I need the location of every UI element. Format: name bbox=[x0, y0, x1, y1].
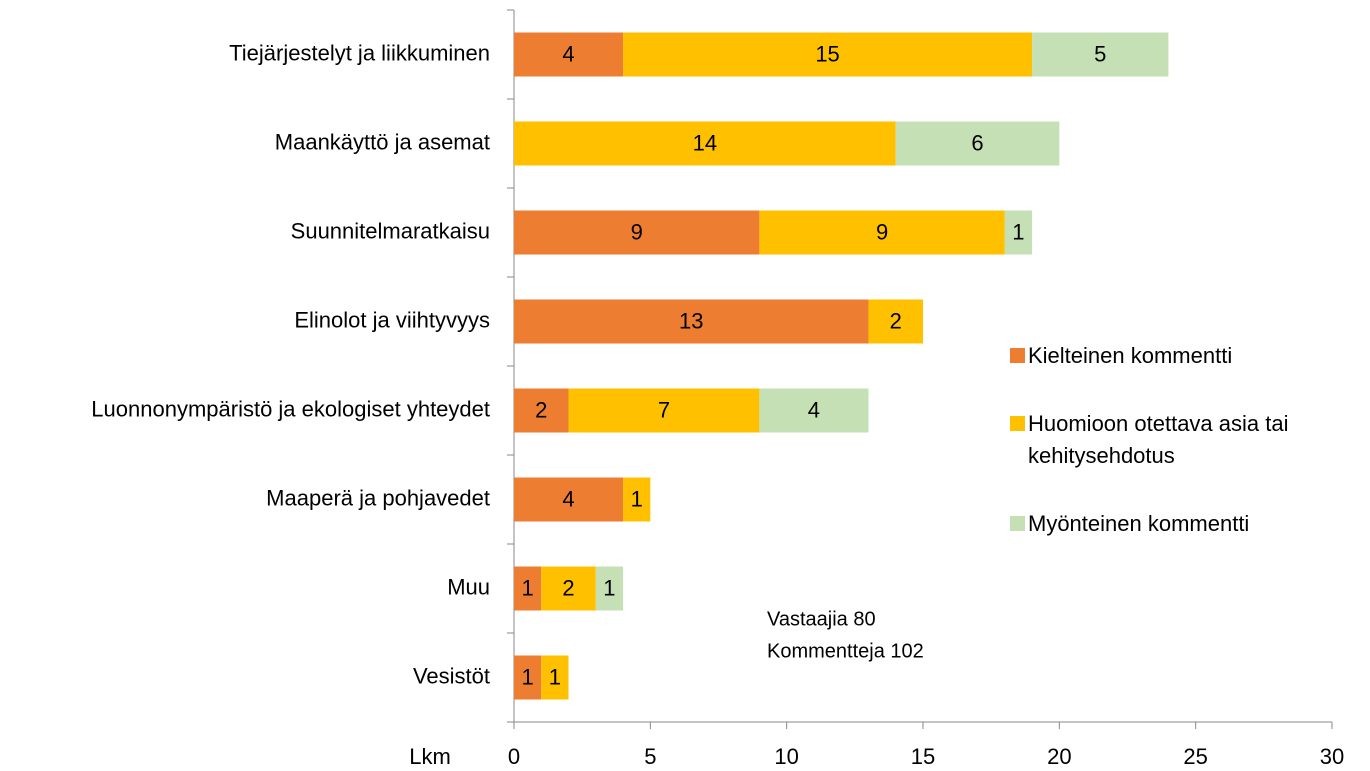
x-tick-label: 5 bbox=[644, 744, 656, 769]
data-label: 5 bbox=[1094, 41, 1106, 66]
data-label: 1 bbox=[603, 575, 615, 600]
data-label: 4 bbox=[562, 41, 574, 66]
bar-segment bbox=[895, 121, 1060, 166]
x-tick-label: 25 bbox=[1183, 744, 1207, 769]
annotation: Kommentteja 102 bbox=[767, 640, 924, 662]
annotation: Vastaajia 80 bbox=[767, 608, 876, 630]
bar-segment bbox=[514, 299, 869, 344]
bar-segment bbox=[514, 388, 569, 433]
data-label: 15 bbox=[815, 41, 839, 66]
bar-segment bbox=[514, 566, 542, 611]
legend-label: Huomioon otettava asia tai kehitysehdotu… bbox=[1028, 411, 1289, 468]
bar-segment bbox=[541, 566, 596, 611]
data-label: 14 bbox=[693, 130, 717, 155]
bar-segment bbox=[868, 299, 923, 344]
data-label: 9 bbox=[876, 219, 888, 244]
category-label: Elinolot ja viihtyvyys bbox=[294, 307, 490, 332]
data-label: 9 bbox=[631, 219, 643, 244]
data-label: 1 bbox=[1012, 219, 1024, 244]
category-label: Maaperä ja pohjavedet bbox=[266, 485, 490, 510]
data-label: 1 bbox=[522, 664, 534, 689]
category-label: Vesistöt bbox=[413, 663, 490, 688]
data-label: 4 bbox=[562, 486, 574, 511]
bar-segment bbox=[759, 210, 1005, 255]
x-axis-label: Lkm bbox=[409, 744, 451, 769]
legend-label: Myönteinen kommentti bbox=[1028, 511, 1250, 536]
bar-segment bbox=[759, 388, 869, 433]
legend-swatch bbox=[1010, 416, 1025, 431]
bar-segment bbox=[514, 32, 624, 77]
legend-item: Myönteinen kommentti bbox=[1010, 508, 1330, 540]
bar-segment bbox=[623, 477, 651, 522]
data-label: 2 bbox=[890, 308, 902, 333]
bar-segment bbox=[595, 566, 624, 611]
bar-segment bbox=[623, 32, 1033, 77]
data-label: 2 bbox=[535, 397, 547, 422]
category-label: Muu bbox=[447, 574, 490, 599]
legend-swatch bbox=[1010, 516, 1025, 531]
legend-label: Kielteinen kommentti bbox=[1028, 343, 1233, 368]
x-tick-label: 30 bbox=[1320, 744, 1344, 769]
data-label: 2 bbox=[562, 575, 574, 600]
data-label: 7 bbox=[658, 397, 670, 422]
legend: Kielteinen kommentti Huomioon otettava as… bbox=[1010, 340, 1330, 576]
bar-segment bbox=[568, 388, 760, 433]
data-label: 1 bbox=[549, 664, 561, 689]
x-tick-label: 10 bbox=[774, 744, 798, 769]
bar-segment bbox=[514, 655, 542, 700]
legend-item: Kielteinen kommentti bbox=[1010, 340, 1330, 372]
bar-segment bbox=[541, 655, 569, 700]
bar-segment bbox=[514, 121, 896, 166]
bar-segment bbox=[514, 477, 624, 522]
category-label: Luonnonympäristö ja ekologiset yhteydet bbox=[91, 396, 490, 421]
bar-segment bbox=[514, 210, 760, 255]
x-tick-label: 15 bbox=[911, 744, 935, 769]
data-label: 13 bbox=[679, 308, 703, 333]
legend-swatch bbox=[1010, 348, 1025, 363]
data-label: 6 bbox=[971, 130, 983, 155]
x-tick-label: 20 bbox=[1047, 744, 1071, 769]
category-label: Maankäyttö ja asemat bbox=[275, 129, 490, 154]
data-label: 4 bbox=[808, 397, 820, 422]
category-label: Tiejärjestelyt ja liikkuminen bbox=[229, 40, 490, 65]
bar-segment bbox=[1004, 210, 1033, 255]
legend-item: Huomioon otettava asia tai kehitysehdotu… bbox=[1010, 408, 1330, 472]
bar-segment bbox=[1032, 32, 1169, 77]
x-tick-label: 0 bbox=[508, 744, 520, 769]
data-label: 1 bbox=[522, 575, 534, 600]
category-label: Suunnitelmaratkaisu bbox=[291, 218, 490, 243]
data-label: 1 bbox=[631, 486, 643, 511]
